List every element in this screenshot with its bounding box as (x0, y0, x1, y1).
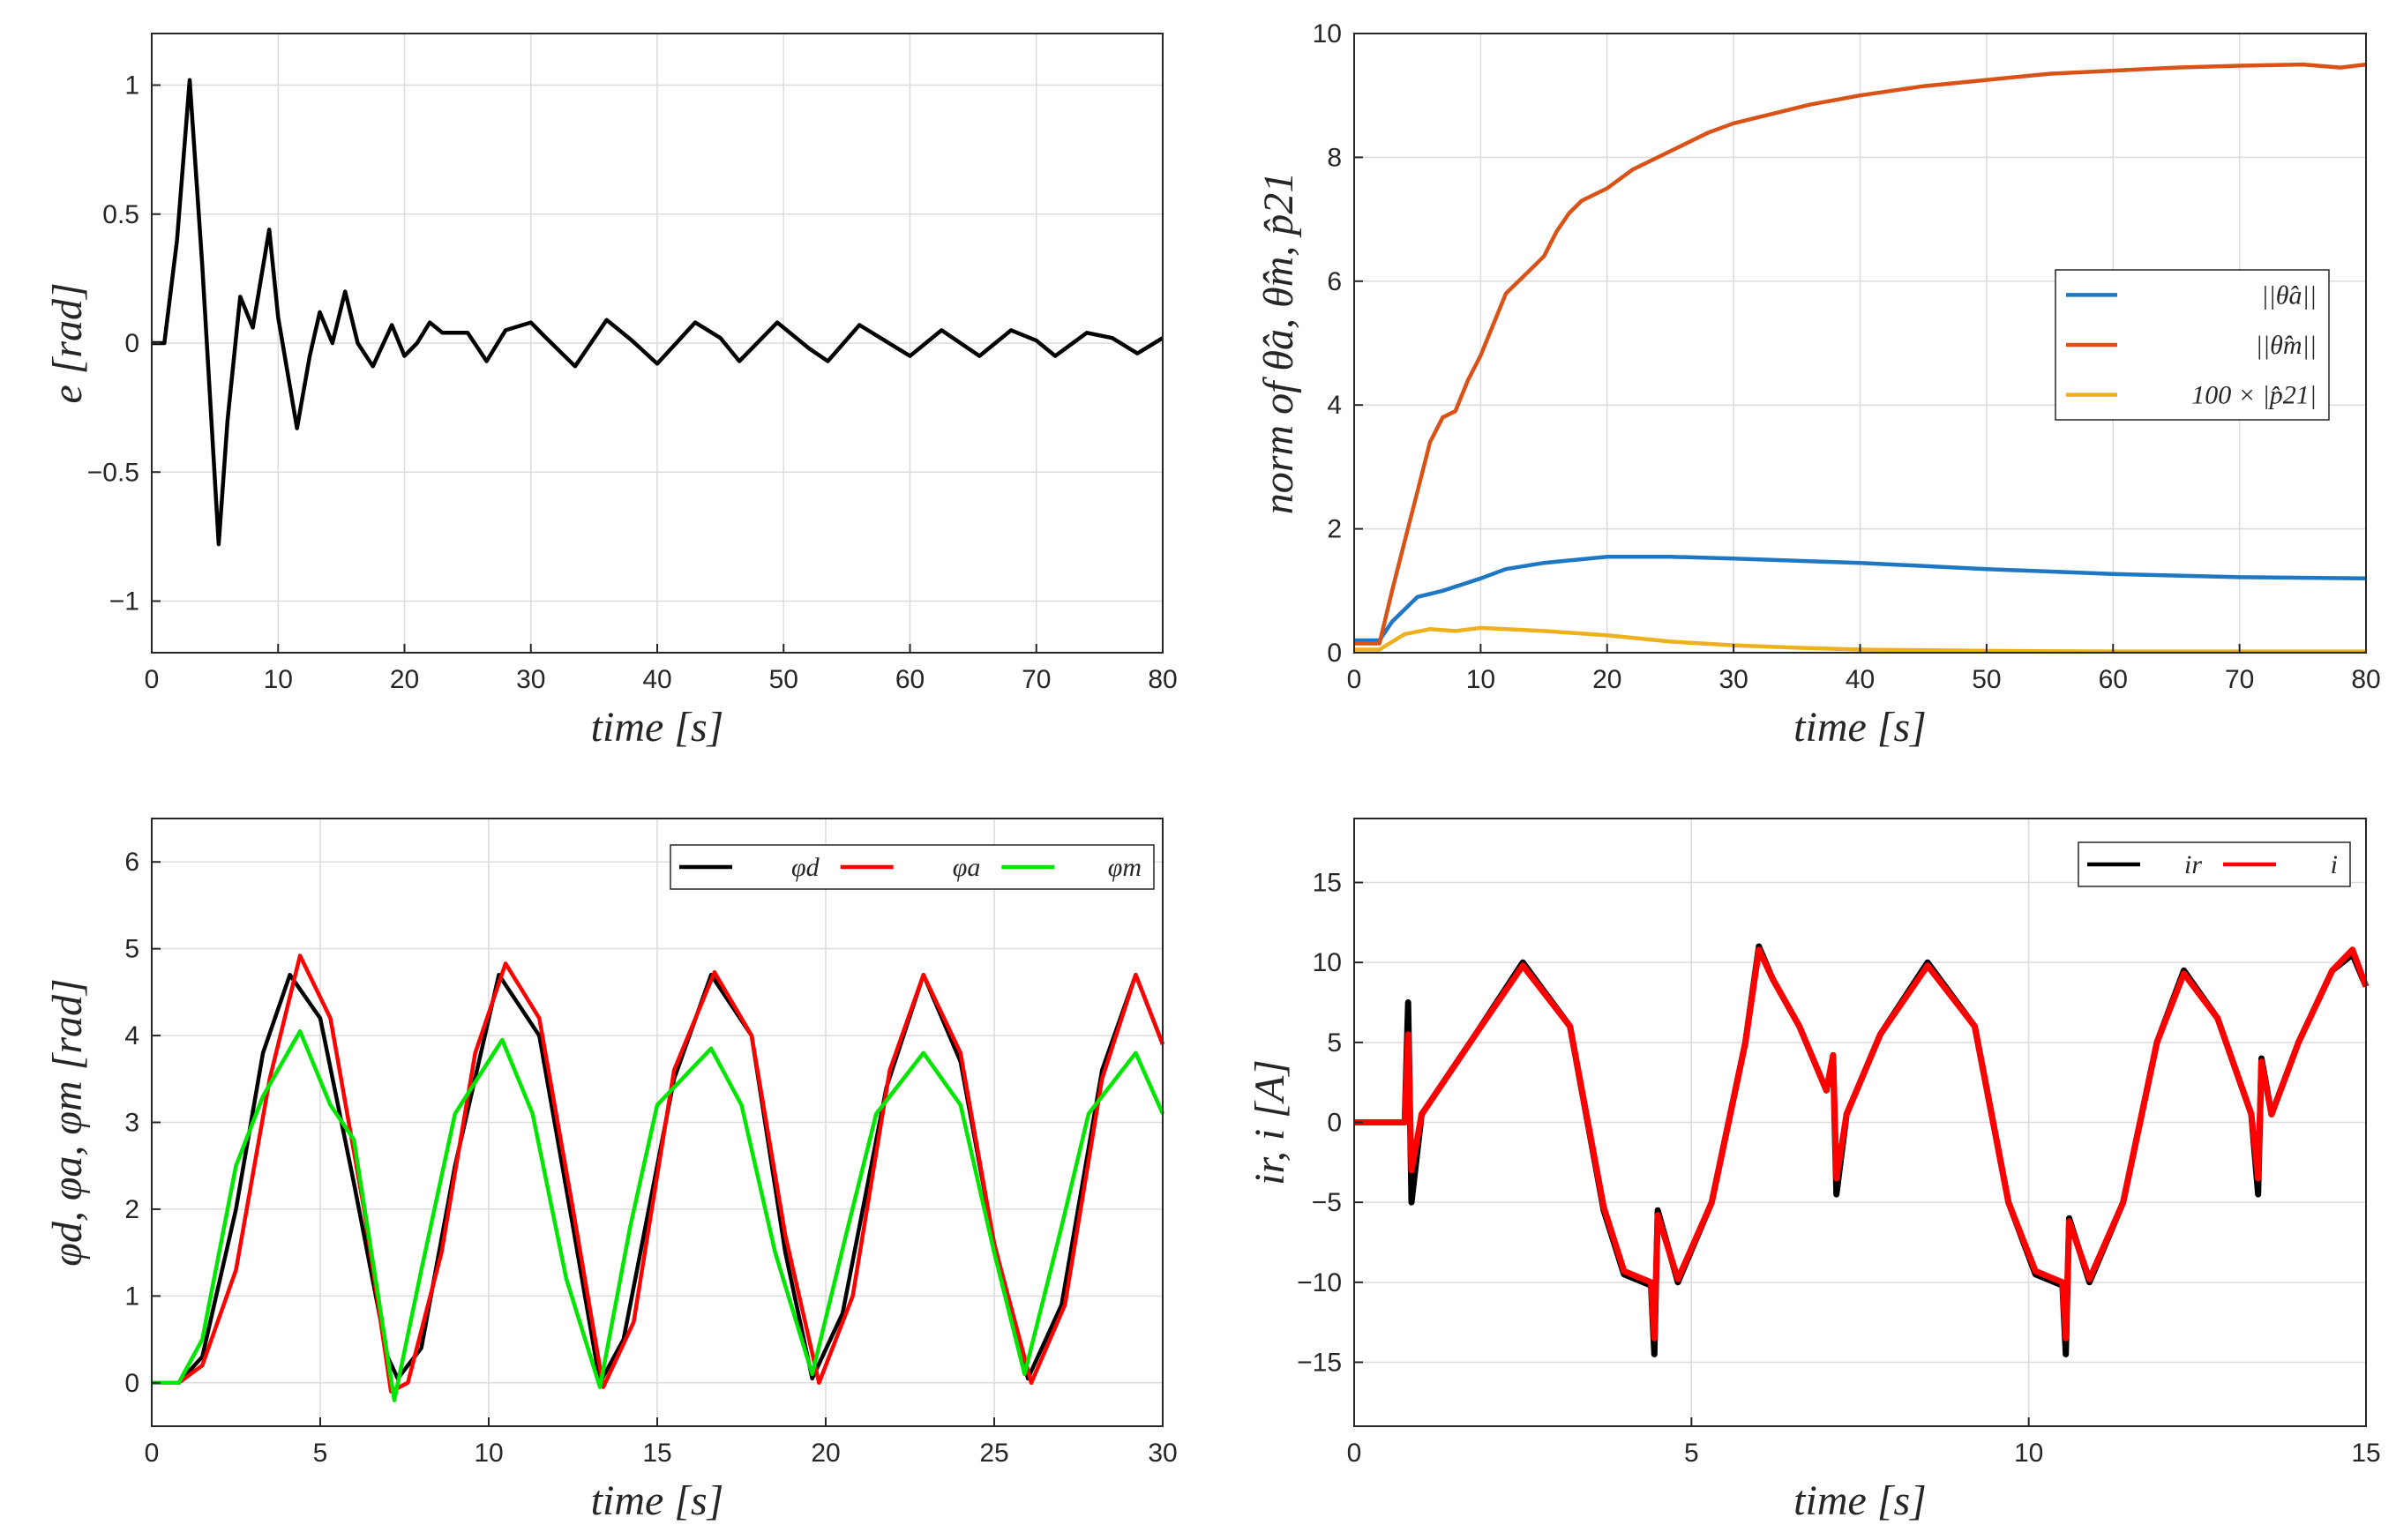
y-tick-label: 4 (124, 1021, 139, 1050)
y-tick-label: 6 (1327, 267, 1342, 296)
legend-label: 100 × |p̂21| (2191, 381, 2317, 410)
legend-label: φa (953, 853, 981, 882)
x-tick-label: 15 (2351, 1439, 2380, 1468)
series-line-2 (1354, 62, 2367, 646)
y-tick-label: 5 (1327, 1028, 1342, 1058)
x-axis-label: time [s] (1793, 704, 1927, 751)
y-tick-label: 8 (1327, 143, 1342, 172)
x-tick-label: 40 (1846, 665, 1875, 694)
legend-label: ||θ̂a|| (2261, 280, 2317, 310)
x-tick-label: 80 (2351, 665, 2380, 694)
series-line-1 (152, 78, 1164, 547)
y-tick-label: −5 (1312, 1188, 1342, 1217)
x-tick-label: 10 (264, 665, 293, 694)
y-tick-label: 3 (124, 1109, 139, 1138)
chart-panel-3: 0 5 10 15 20 25 30 0 1 2 3 4 5 6 time [s] φd, φa, φm [r… (44, 818, 1178, 1524)
x-tick-label: 30 (1148, 1439, 1177, 1468)
legend-label: φd (791, 853, 820, 882)
x-tick-label: 80 (1148, 665, 1177, 694)
y-tick-label: −10 (1297, 1268, 1342, 1297)
x-tick-label: 60 (2099, 665, 2128, 694)
y-tick-label: 2 (124, 1195, 139, 1224)
series-line-1 (1354, 554, 2367, 643)
x-tick-label: 10 (474, 1439, 503, 1468)
x-tick-label: 20 (811, 1439, 840, 1468)
y-tick-label: 4 (1327, 391, 1342, 420)
x-tick-label: 0 (145, 665, 160, 694)
y-tick-label: −1 (109, 587, 139, 617)
y-tick-label: 5 (124, 935, 139, 964)
chart-panel-4: 0 5 10 15 −15 −10 −5 0 5 10 15 time [s] ir, i [A] ir i (1247, 818, 2381, 1524)
y-tick-label: 0 (1327, 1109, 1342, 1138)
x-tick-label: 60 (895, 665, 925, 694)
legend-label: i (2331, 850, 2338, 879)
legend: ir i (2078, 841, 2351, 887)
y-axis-label: ir, i [A] (1247, 1059, 1293, 1185)
x-tick-label: 5 (313, 1439, 328, 1468)
series-line-1 (1354, 943, 2370, 1357)
x-axis-label: time [s] (1793, 1477, 1927, 1524)
y-tick-label: 15 (1313, 869, 1342, 898)
y-tick-label: 0.5 (102, 200, 139, 229)
legend: ||θ̂a|| ||θ̂m|| 100 × |p̂21| (2055, 269, 2330, 421)
x-axis-label: time [s] (591, 1477, 724, 1524)
y-axis-label: norm of θ̂a, θ̂m, p̂21 (1255, 172, 1302, 515)
x-tick-label: 10 (1466, 665, 1495, 694)
x-tick-label: 30 (1718, 665, 1748, 694)
legend-box (670, 844, 1155, 890)
x-tick-label: 20 (1592, 665, 1621, 694)
x-tick-label: 70 (1022, 665, 1051, 694)
x-tick-label: 50 (1972, 665, 2001, 694)
y-tick-label: 0 (124, 329, 139, 358)
legend: φd φa φm (670, 844, 1155, 890)
y-axis-label: φd, φa, φm [rad] (44, 978, 91, 1266)
chart-panel-2: 0 10 20 30 40 50 60 70 80 0 2 4 6 8 10 time [s] norm of … (1255, 19, 2381, 751)
y-tick-label: 1 (124, 71, 139, 101)
x-tick-label: 15 (642, 1439, 671, 1468)
series-line-2 (1354, 946, 2370, 1342)
x-tick-label: 25 (979, 1439, 1008, 1468)
x-tick-label: 0 (145, 1439, 160, 1468)
x-axis-label: time [s] (591, 704, 724, 751)
y-tick-label: 0 (1327, 639, 1342, 668)
x-tick-label: 30 (516, 665, 545, 694)
x-tick-label: 0 (1347, 1439, 1362, 1468)
y-tick-label: 10 (1313, 948, 1342, 977)
x-tick-label: 5 (1684, 1439, 1699, 1468)
legend-label: ir (2184, 850, 2202, 879)
y-axis-label: e [rad] (44, 282, 91, 403)
y-tick-label: 10 (1313, 19, 1342, 49)
x-tick-label: 0 (1347, 665, 1362, 694)
x-tick-label: 70 (2225, 665, 2254, 694)
y-tick-label: 6 (124, 848, 139, 877)
chart-panel-1: 0 10 20 30 40 50 60 70 80 −1 −0.5 0 0.5 1 time [s] e [r… (44, 33, 1178, 751)
y-tick-label: 1 (124, 1282, 139, 1311)
series-line-2 (152, 953, 1165, 1394)
x-tick-label: 20 (390, 665, 419, 694)
x-tick-label: 50 (769, 665, 798, 694)
y-tick-label: −15 (1297, 1348, 1342, 1377)
legend-label: ||θ̂m|| (2256, 331, 2317, 360)
x-tick-label: 40 (642, 665, 671, 694)
series-line-3 (1354, 625, 2366, 654)
legend-label: φm (1108, 853, 1142, 882)
y-tick-label: 2 (1327, 515, 1342, 544)
y-tick-label: 0 (124, 1369, 139, 1398)
y-tick-label: −0.5 (87, 458, 139, 487)
x-tick-label: 10 (2014, 1439, 2043, 1468)
series-line-3 (152, 1028, 1165, 1402)
